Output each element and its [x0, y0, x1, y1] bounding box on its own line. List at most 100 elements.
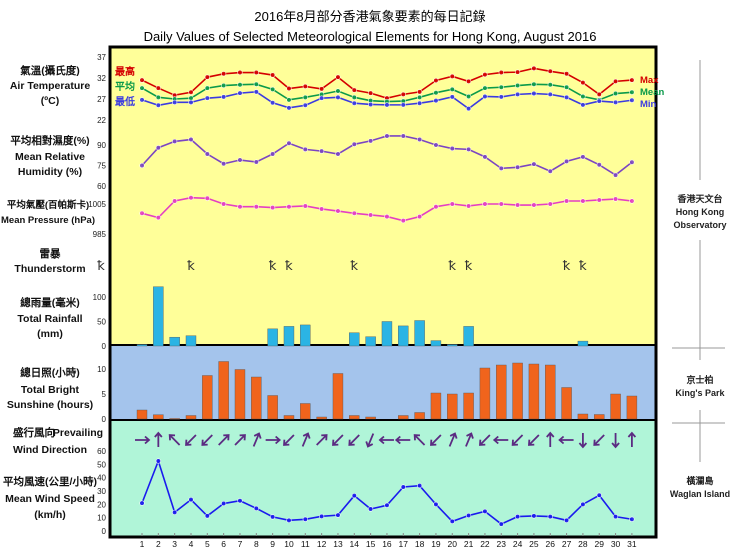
rainfall-tick: 100	[93, 293, 107, 302]
wind-direction-label-zh: 盛行風向	[13, 426, 55, 439]
wind-direction-arrow-icon	[593, 434, 605, 446]
wind-direction-arrow-icon	[448, 432, 458, 447]
station-waglan-en: Waglan Island	[670, 489, 730, 499]
humidity-point	[417, 136, 423, 143]
pressure-point	[351, 210, 357, 216]
pressure-point	[368, 212, 374, 218]
pressure-label-en: Mean Pressure (hPa)	[1, 215, 95, 226]
temperature-min-point	[270, 100, 276, 106]
temperature-max-point	[482, 72, 488, 78]
legend-min-en: Min	[640, 99, 657, 110]
temperature-max-point	[466, 78, 472, 84]
humidity-point	[531, 161, 537, 167]
wind-direction-arrow-icon	[558, 435, 574, 445]
sunshine-bar	[169, 418, 180, 420]
day-label: 2	[156, 539, 161, 549]
pressure-point	[384, 214, 390, 220]
day-label: 16	[382, 539, 392, 549]
temperature-min-point	[596, 98, 602, 104]
temperature-tick: 27	[97, 95, 106, 104]
wind-direction-arrow-icon	[528, 434, 540, 446]
day-label: 12	[317, 539, 327, 549]
temperature-mean-point	[531, 81, 537, 87]
wind-direction-arrow-icon	[546, 431, 555, 447]
temperature-min-point	[417, 100, 423, 106]
day-label: 17	[399, 539, 409, 549]
rainfall-tick: 0	[102, 342, 107, 351]
left-labels: 氣溫(攝氏度) Air Temperature (ºC) 平均相對濕度(%) M…	[1, 64, 105, 521]
station-hko-zh: 香港天文台	[676, 193, 722, 204]
humidity-point	[433, 142, 439, 148]
sunshine-bar	[136, 409, 148, 420]
rainfall-bar	[381, 321, 393, 347]
legend-min-zh: 最低	[115, 95, 135, 108]
pressure-point	[237, 204, 243, 210]
sunshine-bar	[626, 395, 638, 420]
wind-speed-label-en1: Mean Wind Speed	[5, 493, 95, 505]
wind-speed-point	[466, 512, 472, 519]
sunshine-bar	[332, 373, 344, 420]
wind-direction-arrow-icon	[185, 434, 197, 446]
wind-speed-point	[514, 514, 521, 520]
humidity-point	[384, 133, 390, 139]
day-label: 1	[140, 539, 145, 549]
temperature-mean-point	[139, 85, 145, 91]
temperature-mean-point	[612, 90, 619, 97]
pressure-point	[547, 201, 553, 207]
pressure-point	[155, 215, 161, 221]
thunderstorm-icon: ꝁ	[448, 258, 456, 273]
rainfall-label-zh: 總雨量(毫米)	[20, 296, 80, 309]
wind-direction-arrow-icon	[465, 432, 474, 447]
humidity-point	[302, 146, 308, 152]
wind-direction-arrow-icon	[611, 433, 620, 449]
temperature-legend-left: 最高 平均 最低	[115, 65, 135, 108]
temperature-legend-right: Max Mean Min	[640, 75, 664, 110]
temperature-max-point	[596, 91, 602, 97]
wind-direction-arrow-icon	[234, 434, 246, 446]
thunderstorm-label-zh: 雷暴	[40, 247, 61, 260]
temperature-mean-point	[563, 84, 570, 90]
temperature-min-point	[335, 94, 341, 100]
temperature-mean-point	[286, 97, 292, 103]
day-label: 19	[431, 539, 441, 549]
humidity-point	[270, 151, 276, 157]
pressure-tick: 985	[93, 230, 107, 239]
pressure-point	[286, 204, 292, 210]
temperature-max-point	[335, 74, 341, 80]
temperature-min-point	[547, 91, 553, 97]
sunshine-label-en1: Total Bright	[21, 384, 80, 396]
day-label: 11	[301, 539, 310, 549]
humidity-point	[596, 162, 602, 168]
wind-direction-arrow-icon	[479, 434, 491, 446]
pressure-point	[433, 204, 439, 210]
thunderstorm-icon: ꝁ	[350, 258, 358, 273]
kings-park-panel-background	[111, 345, 655, 420]
rainfall-bar	[283, 326, 295, 347]
station-waglan-zh: 橫瀾島	[686, 475, 713, 486]
humidity-point	[319, 148, 325, 154]
day-label: 8	[254, 539, 259, 549]
temperature-max-point	[433, 77, 439, 84]
temperature-min-point	[368, 101, 374, 108]
sunshine-tick: 5	[102, 390, 107, 399]
sunshine-bar	[430, 392, 442, 420]
wind-direction-arrow-icon	[265, 435, 282, 445]
sunshine-bar	[349, 415, 360, 420]
temperature-min-point	[221, 94, 227, 100]
temperature-mean-point	[629, 89, 635, 95]
pressure-point	[253, 204, 259, 210]
temperature-min-point	[433, 98, 439, 104]
temperature-min-point	[319, 95, 325, 101]
wind-speed-point	[270, 514, 276, 520]
humidity-point	[368, 138, 374, 144]
temperature-min-point	[629, 97, 635, 103]
wind-direction-arrow-icon	[316, 434, 328, 446]
temperature-mean-point	[482, 85, 488, 91]
humidity-point	[629, 159, 635, 165]
thunderstorm-icon: ꝁ	[579, 258, 587, 273]
day-label: 5	[205, 539, 210, 549]
rainfall-bar	[153, 286, 164, 347]
rainfall-bar	[136, 344, 148, 347]
legend-mean-en: Mean	[640, 87, 664, 98]
wind-speed-tick: 40	[97, 474, 106, 483]
